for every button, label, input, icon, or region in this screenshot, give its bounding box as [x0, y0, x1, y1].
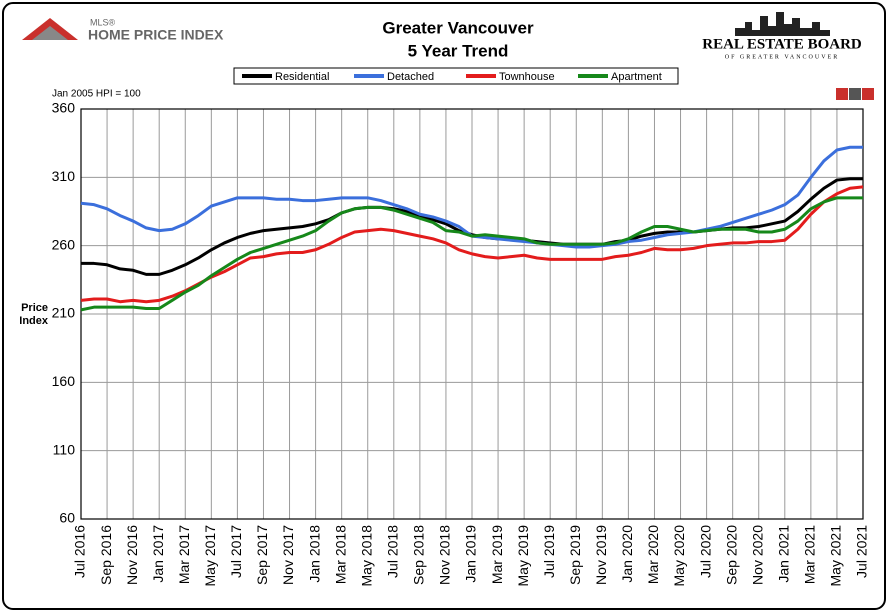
x-tick-label: Mar 2018 — [332, 525, 348, 584]
chart-title: Greater Vancouver — [382, 18, 534, 37]
legend-label: Townhouse — [499, 71, 555, 83]
x-tick-label: Jan 2017 — [150, 525, 166, 583]
legend-label: Residential — [275, 71, 329, 83]
y-tick-label: 160 — [52, 373, 76, 389]
x-tick-label: May 2017 — [202, 525, 218, 587]
y-tick-label: 260 — [52, 236, 76, 252]
x-tick-label: Jan 2021 — [776, 525, 792, 583]
legend-label: Detached — [387, 71, 434, 83]
y-tick-label: 360 — [52, 100, 76, 116]
board-sub: OF GREATER VANCOUVER — [725, 54, 839, 60]
x-tick-label: Nov 2017 — [280, 525, 296, 585]
x-tick-label: Jul 2019 — [541, 525, 557, 578]
x-tick-label: Nov 2020 — [749, 525, 765, 585]
x-tick-label: Jul 2021 — [854, 525, 870, 578]
x-tick-label: Nov 2016 — [124, 525, 140, 585]
x-tick-label: Nov 2018 — [437, 525, 453, 585]
y-tick-label: 210 — [52, 305, 76, 321]
x-tick-label: Jan 2020 — [619, 525, 635, 583]
legend-label: Apartment — [611, 71, 662, 83]
x-tick-label: May 2018 — [358, 525, 374, 587]
board-name: REAL ESTATE BOARD — [702, 36, 862, 52]
series-line — [80, 196, 863, 312]
x-tick-label: Mar 2019 — [489, 525, 505, 584]
x-tick-label: Jul 2018 — [385, 525, 401, 578]
x-tick-label: Sep 2019 — [567, 525, 583, 585]
x-tick-label: Nov 2019 — [593, 525, 609, 585]
x-tick-label: May 2020 — [671, 525, 687, 587]
y-tick-label: 110 — [53, 441, 76, 457]
x-tick-label: Sep 2016 — [98, 525, 114, 585]
legend-box — [233, 67, 679, 85]
x-tick-label: Jul 2016 — [72, 525, 88, 578]
x-tick-label: Mar 2017 — [176, 525, 192, 584]
hpi-logo: MLS® HOME PRICE INDEX — [22, 17, 224, 43]
x-tick-label: Jan 2019 — [463, 525, 479, 583]
x-tick-label: Jul 2020 — [697, 525, 713, 578]
logo-text: HOME PRICE INDEX — [88, 27, 224, 43]
x-tick-label: Mar 2021 — [802, 525, 818, 584]
chart-subtitle: 5 Year Trend — [408, 41, 509, 60]
y-axis-label: Price Index — [19, 302, 48, 327]
x-tick-label: Sep 2020 — [723, 525, 739, 585]
x-tick-label: Sep 2017 — [254, 525, 270, 585]
x-tick-label: Jul 2017 — [228, 525, 244, 578]
x-tick-label: Sep 2018 — [411, 525, 427, 585]
board-logo: REAL ESTATE BOARD OF GREATER VANCOUVER — [702, 12, 862, 60]
x-tick-label: Jan 2018 — [306, 525, 322, 583]
x-tick-label: May 2019 — [515, 525, 531, 587]
x-tick-label: Mar 2020 — [645, 525, 661, 584]
plot-border — [80, 108, 864, 520]
y-tick-label: 310 — [52, 168, 76, 184]
logo-small: MLS® — [90, 17, 116, 27]
y-tick-label: 60 — [59, 510, 75, 526]
note: Jan 2005 HPI = 100 — [52, 89, 141, 100]
mls-icon — [836, 88, 874, 100]
x-tick-label: May 2021 — [828, 525, 844, 587]
